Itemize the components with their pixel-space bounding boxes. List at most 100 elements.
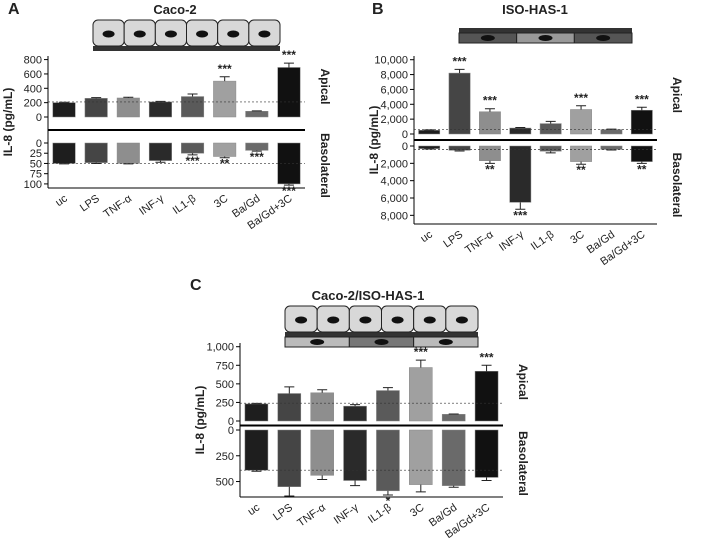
error-bar [481, 364, 492, 372]
y-tick-label: 25 [30, 148, 42, 160]
side-label: Basolateral [318, 133, 332, 198]
bar [244, 403, 269, 422]
y-tick-label: 200 [24, 98, 42, 110]
panel: C Caco-2/ISO-HAS-1 IL-8 (pg/mL) Apical 0 250 5… [190, 277, 530, 541]
bar [343, 405, 367, 422]
bar [409, 367, 433, 422]
error-bar [382, 387, 393, 391]
bar [277, 393, 302, 422]
y-tick-label: 0 [36, 112, 42, 124]
error-bar [454, 150, 465, 152]
side-label: Apical [670, 77, 684, 113]
y-tick-label: 8,000 [380, 70, 408, 82]
y-tick-label: 1,000 [206, 342, 234, 354]
significance: *** [635, 92, 649, 106]
y-tick-label: 0 [228, 425, 234, 437]
bar [310, 429, 334, 476]
bar [630, 145, 653, 162]
error-bar [187, 153, 198, 156]
x-tick-label: LPS [271, 502, 295, 524]
significance: *** [186, 154, 200, 168]
bar [539, 123, 562, 135]
y-tick-label: 0 [36, 138, 42, 150]
membrane [93, 46, 280, 51]
bar [84, 142, 108, 163]
bar [213, 142, 237, 157]
x-tick-label: INF-γ [497, 228, 526, 254]
y-tick-label: 4,000 [380, 99, 408, 111]
x-tick-label: 3C [408, 502, 426, 520]
error-bar [283, 183, 294, 186]
bar [52, 102, 76, 118]
bar [509, 145, 532, 203]
bar [418, 130, 441, 135]
panel-label: B [372, 1, 384, 18]
nucleus [596, 35, 611, 41]
nucleus [327, 316, 340, 324]
membrane [285, 332, 478, 337]
error-bar [454, 68, 465, 74]
error-bar [123, 96, 134, 98]
bar [277, 429, 302, 487]
x-tick-label: IL1-β [171, 193, 199, 217]
y-tick-label: 6,000 [380, 84, 408, 96]
error-bar [350, 480, 361, 487]
x-tick-label: TNF-α [463, 228, 496, 256]
error-bar [481, 477, 492, 482]
error-bar [187, 93, 198, 97]
significance: *** [480, 350, 494, 364]
nucleus [480, 35, 495, 41]
y-tick-label: 8,000 [380, 210, 408, 222]
y-tick-label: 500 [216, 477, 234, 489]
bar [181, 142, 205, 154]
significance: *** [218, 62, 232, 76]
error-bar [484, 108, 495, 112]
bar [376, 429, 400, 492]
y-tick-label: 800 [24, 55, 42, 67]
bar [474, 370, 499, 422]
x-tick-label: IL1-β [529, 229, 557, 253]
error-bar [448, 485, 459, 488]
bar [418, 145, 441, 149]
y-tick-label: 10,000 [374, 55, 408, 67]
bar [116, 142, 140, 164]
bar [600, 145, 623, 150]
x-tick-label: INF-γ [137, 192, 166, 218]
error-bar [251, 150, 262, 152]
y-tick-label: 6,000 [380, 193, 408, 205]
bar [343, 429, 367, 481]
x-tick-label: TNF-α [101, 192, 134, 220]
bar [277, 67, 301, 118]
bar [479, 145, 501, 161]
nucleus [295, 316, 308, 324]
bar [213, 80, 237, 118]
significance: *** [574, 91, 588, 105]
bar [148, 142, 172, 161]
bar [539, 145, 562, 152]
error-bar [317, 389, 328, 393]
significance: *** [483, 94, 497, 108]
y-tick-label: 0 [402, 129, 408, 141]
nucleus [133, 30, 146, 38]
bar [570, 145, 592, 162]
nucleus [455, 316, 468, 324]
y-tick-label: 75 [30, 169, 42, 181]
error-bar [515, 202, 526, 210]
side-label: Apical [318, 68, 332, 104]
bar [181, 96, 205, 118]
y-tick-label: 50 [30, 158, 42, 170]
membrane [459, 28, 632, 33]
error-bar [636, 161, 647, 164]
error-bar [382, 490, 393, 496]
bar [600, 129, 623, 135]
error-bar [515, 126, 526, 129]
significance: *** [513, 208, 527, 222]
y-tick-label: 600 [24, 69, 42, 81]
nucleus [196, 30, 209, 38]
bar [474, 429, 499, 478]
bar [116, 97, 140, 118]
bar [630, 109, 653, 135]
x-tick-label: uc [419, 228, 436, 245]
nucleus [359, 316, 372, 324]
